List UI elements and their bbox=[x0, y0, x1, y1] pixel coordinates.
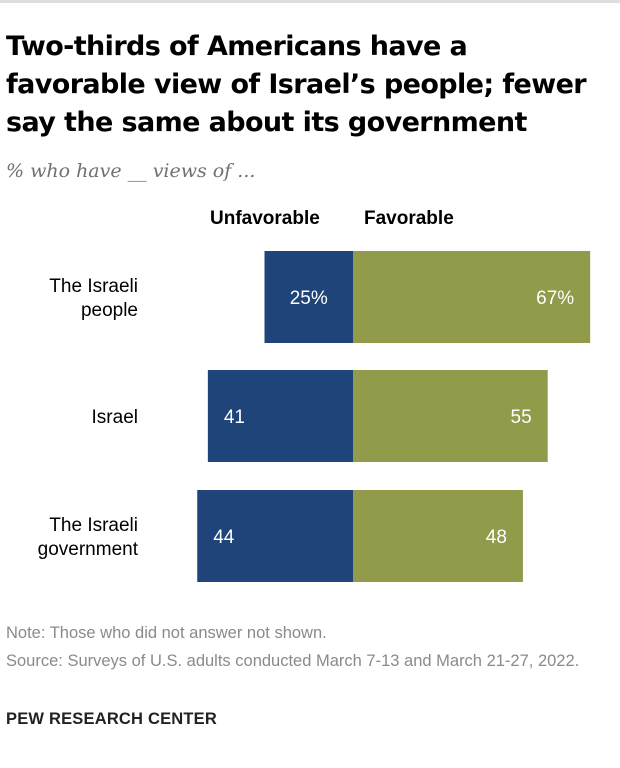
source-text: Source: Surveys of U.S. adults conducted… bbox=[6, 652, 580, 670]
bar-favorable bbox=[353, 251, 591, 343]
value-label-unfavorable: 41 bbox=[224, 407, 245, 428]
category-label: Israel bbox=[92, 407, 138, 428]
note-text: Note: Those who did not answer not shown… bbox=[6, 624, 327, 642]
category-label-line: The Israeli bbox=[49, 276, 138, 297]
bar-unfavorable bbox=[197, 490, 353, 582]
legend-unfavorable: Unfavorable bbox=[210, 208, 320, 229]
value-label-favorable: 55 bbox=[511, 407, 532, 428]
chart-subtitle: % who have __ views of ... bbox=[6, 160, 256, 182]
category-label: The Israeli government bbox=[38, 515, 139, 560]
value-label-unfavorable: 25% bbox=[290, 288, 328, 309]
category-label-line: Israel bbox=[92, 407, 138, 428]
category-label-line: The Israeli bbox=[49, 515, 138, 536]
bar-chart: The Israeli people 25% 67% Israel 41 55 The Isr… bbox=[38, 251, 591, 582]
value-label-favorable: 48 bbox=[486, 527, 507, 548]
value-label-unfavorable: 44 bbox=[213, 527, 235, 548]
bar-unfavorable bbox=[207, 370, 353, 462]
category-label: The Israeli people bbox=[49, 276, 138, 321]
bar-favorable bbox=[353, 370, 548, 462]
bar-favorable bbox=[353, 490, 523, 582]
category-label-line: government bbox=[38, 539, 139, 560]
value-label-favorable: 67% bbox=[536, 288, 574, 309]
brand-label: PEW RESEARCH CENTER bbox=[6, 710, 217, 728]
bar-unfavorable bbox=[264, 251, 353, 343]
chart-title: Two-thirds of Americans have a favorable… bbox=[6, 31, 587, 138]
category-label-line: people bbox=[81, 300, 138, 321]
top-border bbox=[0, 0, 620, 3]
legend-favorable: Favorable bbox=[364, 208, 454, 229]
